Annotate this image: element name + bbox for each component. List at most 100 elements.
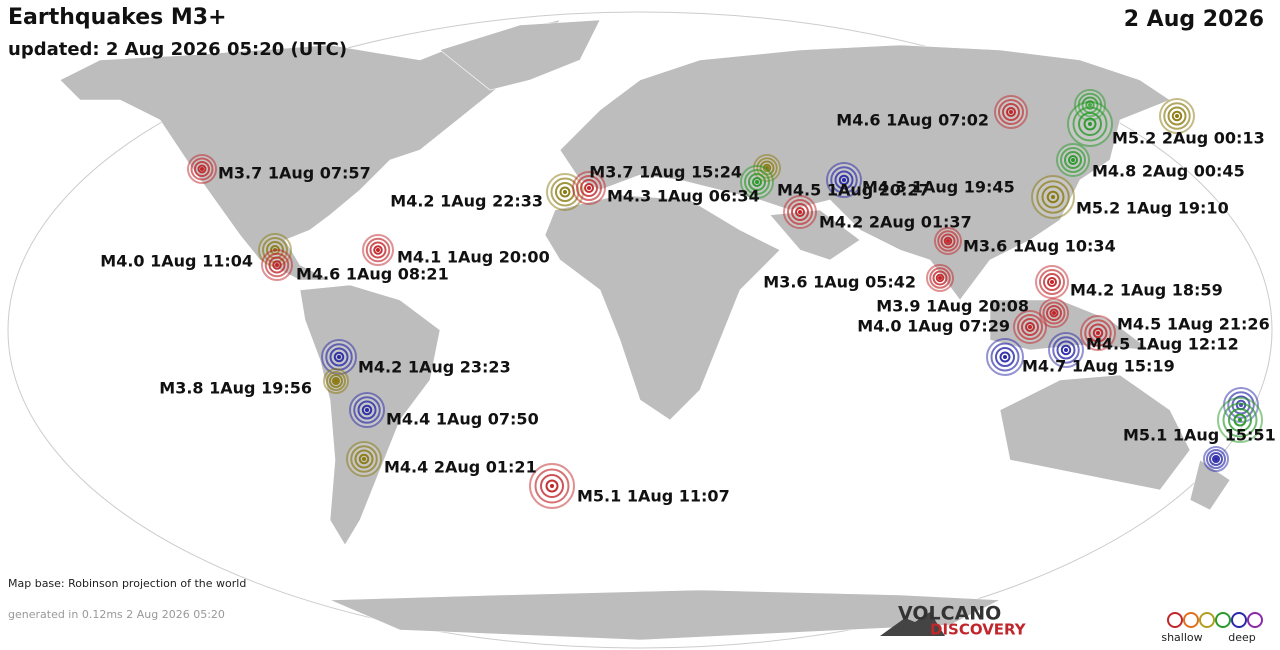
dot — [1003, 355, 1007, 359]
logo-top: VOLCANO — [898, 603, 1001, 625]
ring — [1078, 112, 1102, 136]
dot — [1071, 158, 1075, 162]
quake-label: M4.4 1Aug 07:50 — [386, 410, 539, 429]
quake-marker — [346, 441, 382, 477]
ring — [787, 199, 813, 225]
ring — [1017, 314, 1043, 340]
ring — [580, 179, 598, 197]
quake-marker — [1056, 143, 1090, 177]
ring — [329, 374, 343, 388]
ring — [932, 270, 948, 286]
ring — [929, 267, 951, 289]
quake-label: M4.6 1Aug 07:02 — [836, 111, 989, 130]
dot — [362, 457, 366, 461]
ring — [1084, 319, 1112, 347]
legend-shallow: shallow — [1161, 631, 1202, 644]
dot — [275, 263, 279, 267]
dot — [563, 190, 567, 194]
generated: generated in 0.12ms 2 Aug 2026 05:20 — [8, 608, 225, 621]
ring — [576, 175, 602, 201]
quake-marker — [1067, 101, 1113, 147]
ring — [838, 174, 850, 186]
ring — [1052, 336, 1080, 364]
quake-label: M4.3 1Aug 06:34 — [607, 187, 760, 206]
ring — [190, 157, 214, 181]
ring — [354, 449, 374, 469]
quake-label: M5.2 1Aug 19:10 — [1076, 199, 1229, 218]
ring — [326, 371, 346, 391]
ring — [830, 166, 858, 194]
quake-label: M4.7 1Aug 15:19 — [1022, 357, 1175, 376]
ring — [1227, 391, 1255, 419]
quake-label: M4.2 1Aug 22:33 — [390, 192, 543, 211]
quake-label: M4.2 2Aug 01:37 — [819, 213, 972, 232]
ring — [756, 157, 778, 179]
ring — [369, 241, 387, 259]
ring — [1171, 110, 1183, 122]
dot — [1028, 325, 1032, 329]
ring — [358, 453, 370, 465]
ring — [1002, 103, 1020, 121]
dot — [334, 379, 338, 383]
ring — [1222, 402, 1258, 438]
ring — [1041, 185, 1065, 209]
ring — [1167, 106, 1187, 126]
quake-label: M4.0 1Aug 07:29 — [857, 317, 1010, 336]
ring — [332, 377, 340, 385]
ring — [1043, 273, 1061, 291]
updated: updated: 2 Aug 2026 05:20 (UTC) — [8, 39, 347, 60]
quake-marker — [1074, 89, 1106, 121]
ring — [545, 479, 559, 493]
ring — [1064, 151, 1082, 169]
quake-marker — [572, 171, 606, 205]
ring — [995, 347, 1015, 367]
ring — [333, 351, 345, 363]
quake-label: M4.2 1Aug 18:59 — [1070, 281, 1223, 300]
ring — [534, 468, 570, 504]
ring — [791, 203, 809, 221]
quake-label: M4.6 1Aug 08:21 — [296, 265, 449, 284]
ring — [1006, 107, 1016, 117]
logo-bottom: DISCOVERY — [930, 621, 1027, 639]
ring — [272, 260, 282, 270]
ring — [1088, 323, 1108, 343]
quake-marker — [1217, 397, 1263, 443]
dot — [938, 276, 942, 280]
ring — [194, 161, 210, 177]
ring — [1060, 344, 1072, 356]
quake-label: M4.3 1Aug 19:45 — [862, 178, 1015, 197]
ring — [1228, 408, 1252, 432]
ring — [1021, 318, 1039, 336]
ring — [990, 342, 1020, 372]
quake-marker — [783, 195, 817, 229]
quake-label: M3.6 1Aug 05:42 — [763, 273, 916, 292]
quake-label: M4.0 1Aug 11:04 — [100, 252, 253, 271]
dot — [587, 186, 591, 190]
quake-label: M3.6 1Aug 10:34 — [963, 237, 1116, 256]
ring — [197, 164, 207, 174]
ring — [361, 404, 373, 416]
dot — [755, 180, 759, 184]
dot — [1214, 457, 1218, 461]
ring — [943, 236, 953, 246]
quake-marker — [926, 264, 954, 292]
quake-label: M4.1 1Aug 20:00 — [397, 248, 550, 267]
ring — [353, 396, 381, 424]
ring — [540, 474, 564, 498]
quake-marker — [349, 392, 385, 428]
ring — [1025, 322, 1035, 332]
ring — [1206, 449, 1226, 469]
ring — [795, 207, 805, 217]
ring — [559, 186, 571, 198]
quake-marker — [1039, 298, 1069, 328]
dot — [1175, 114, 1179, 118]
dot — [1096, 331, 1100, 335]
quake-marker — [740, 165, 774, 199]
quake-marker — [986, 338, 1024, 376]
quake-marker — [1031, 175, 1075, 219]
dot — [1088, 103, 1092, 107]
ring — [752, 177, 762, 187]
dot — [376, 248, 380, 252]
ring — [584, 183, 594, 193]
ring — [998, 99, 1024, 125]
